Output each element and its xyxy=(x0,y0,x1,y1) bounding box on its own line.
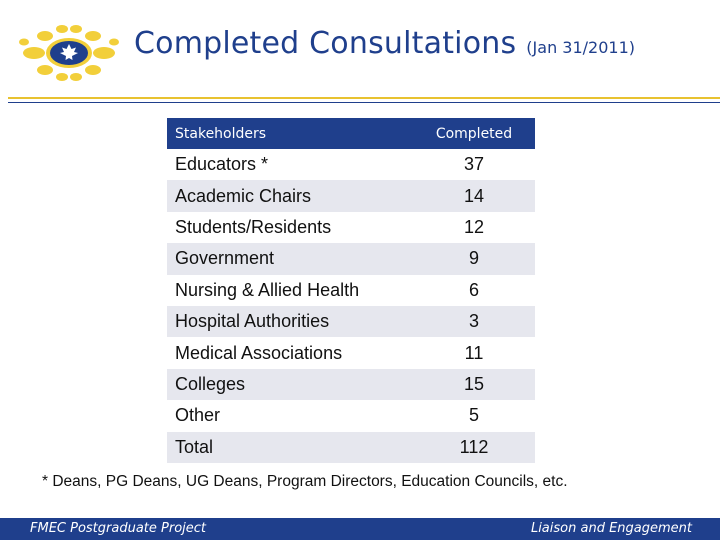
completed-cell: 3 xyxy=(468,311,479,332)
footer-project: FMEC Postgraduate Project xyxy=(30,521,207,536)
completed-cell: 9 xyxy=(468,248,479,269)
completed-cell: 6 xyxy=(468,279,479,300)
table-row: Colleges 15 xyxy=(167,368,535,401)
table-row: Academic Chairs 14 xyxy=(167,180,535,212)
table-header: Stakeholders Completed xyxy=(167,118,535,149)
stakeholder-cell: Nursing & Allied Health xyxy=(175,279,360,300)
stakeholder-cell: Students/Residents xyxy=(175,216,332,237)
table-row: Hospital Authorities 3 xyxy=(167,305,535,338)
title-rule-blue xyxy=(8,102,720,103)
header-completed: Completed xyxy=(435,125,513,142)
stakeholder-cell: Academic Chairs xyxy=(175,185,312,206)
completed-cell: 112 xyxy=(459,436,489,457)
stakeholder-cell: Colleges xyxy=(175,373,246,394)
title-date: (Jan 31/2011) xyxy=(526,38,635,57)
stakeholder-cell: Total xyxy=(175,436,214,457)
table-row: Students/Residents 12 xyxy=(167,212,535,243)
title-rule-yellow xyxy=(8,97,720,99)
completed-cell: 5 xyxy=(468,405,479,426)
stakeholder-cell: Other xyxy=(175,405,221,426)
footer-bar: FMEC Postgraduate Project Liaison and En… xyxy=(0,518,720,540)
slide-title: Completed Consultations (Jan 31/2011) xyxy=(134,26,635,61)
table-row: Government 9 xyxy=(167,243,535,275)
title-main: Completed Consultations xyxy=(134,26,517,61)
stakeholder-cell: Medical Associations xyxy=(175,342,343,363)
stakeholder-cell: Government xyxy=(175,248,275,269)
consultations-table: Stakeholders Completed Educators * 37 Ac… xyxy=(167,118,535,463)
table-row: Medical Associations 11 xyxy=(167,337,535,368)
table-row: Other 5 xyxy=(167,400,535,431)
footnote: * Deans, PG Deans, UG Deans, Program Dir… xyxy=(42,473,568,490)
stakeholder-cell: Educators * xyxy=(175,154,269,175)
fmec-logo xyxy=(19,25,119,81)
completed-cell: 11 xyxy=(464,342,484,363)
table-row-total: Total 112 xyxy=(167,431,535,463)
table-row: Nursing & Allied Health 6 xyxy=(167,275,535,306)
footer-section: Liaison and Engagement xyxy=(530,521,692,536)
stakeholder-cell: Hospital Authorities xyxy=(175,311,330,332)
completed-cell: 37 xyxy=(463,154,485,175)
completed-cell: 12 xyxy=(463,216,485,237)
completed-cell: 15 xyxy=(463,373,485,394)
completed-cell: 14 xyxy=(463,185,485,206)
header-stakeholders: Stakeholders xyxy=(175,125,267,142)
table-row: Educators * 37 xyxy=(167,149,535,180)
